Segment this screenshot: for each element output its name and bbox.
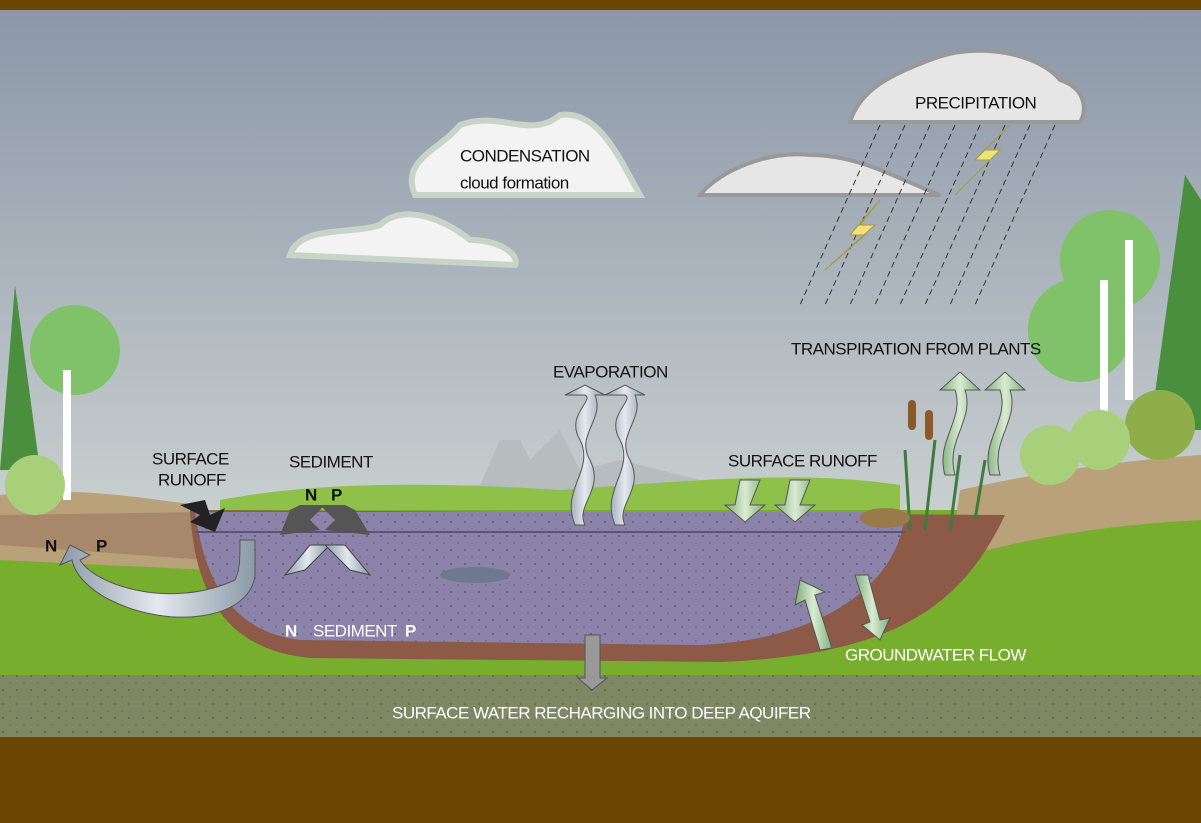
- scene-shape: [1020, 425, 1080, 485]
- page: {"clouds": {"condensation": "CONDENSATIO…: [0, 0, 1201, 823]
- scene-shape: [5, 455, 65, 515]
- scene-shape: [1100, 280, 1108, 420]
- label: RUNOFF: [158, 470, 226, 489]
- scene-shape: [860, 508, 910, 528]
- scene-shape: [440, 567, 510, 583]
- label: SURFACE RUNOFF: [728, 451, 877, 470]
- label: P: [405, 621, 416, 640]
- label: EVAPORATION: [553, 362, 668, 381]
- scene-shape: [1028, 278, 1132, 382]
- label: cloud formation: [460, 173, 569, 192]
- scene-shape: [908, 400, 916, 430]
- label: SURFACE: [152, 449, 229, 468]
- label: SURFACE WATER RECHARGING INTO DEEP AQUIF…: [392, 703, 811, 722]
- label: CONDENSATION: [460, 146, 590, 165]
- label: N: [45, 536, 57, 555]
- label: GROUNDWATER FLOW: [845, 645, 1026, 664]
- label: P: [331, 485, 342, 504]
- label: PRECIPITATION: [915, 93, 1036, 112]
- label: TRANSPIRATION FROM PLANTS: [791, 339, 1041, 358]
- scene-shape: [1125, 240, 1133, 400]
- scene-shape: [1125, 390, 1195, 460]
- label: P: [96, 536, 107, 555]
- scene-shape: [0, 737, 1201, 823]
- scene-shape: [30, 305, 120, 395]
- water-cycle-diagram: CONDENSATION cloud formation PRECIPITATI…: [0, 0, 1201, 823]
- label: SEDIMENT: [289, 452, 373, 471]
- label: N: [285, 621, 297, 640]
- scene-shape: [925, 410, 933, 440]
- label: SEDIMENT: [313, 621, 397, 640]
- label: N: [305, 485, 317, 504]
- body: CONDENSATION cloud formation PRECIPITATI…: [0, 0, 1201, 823]
